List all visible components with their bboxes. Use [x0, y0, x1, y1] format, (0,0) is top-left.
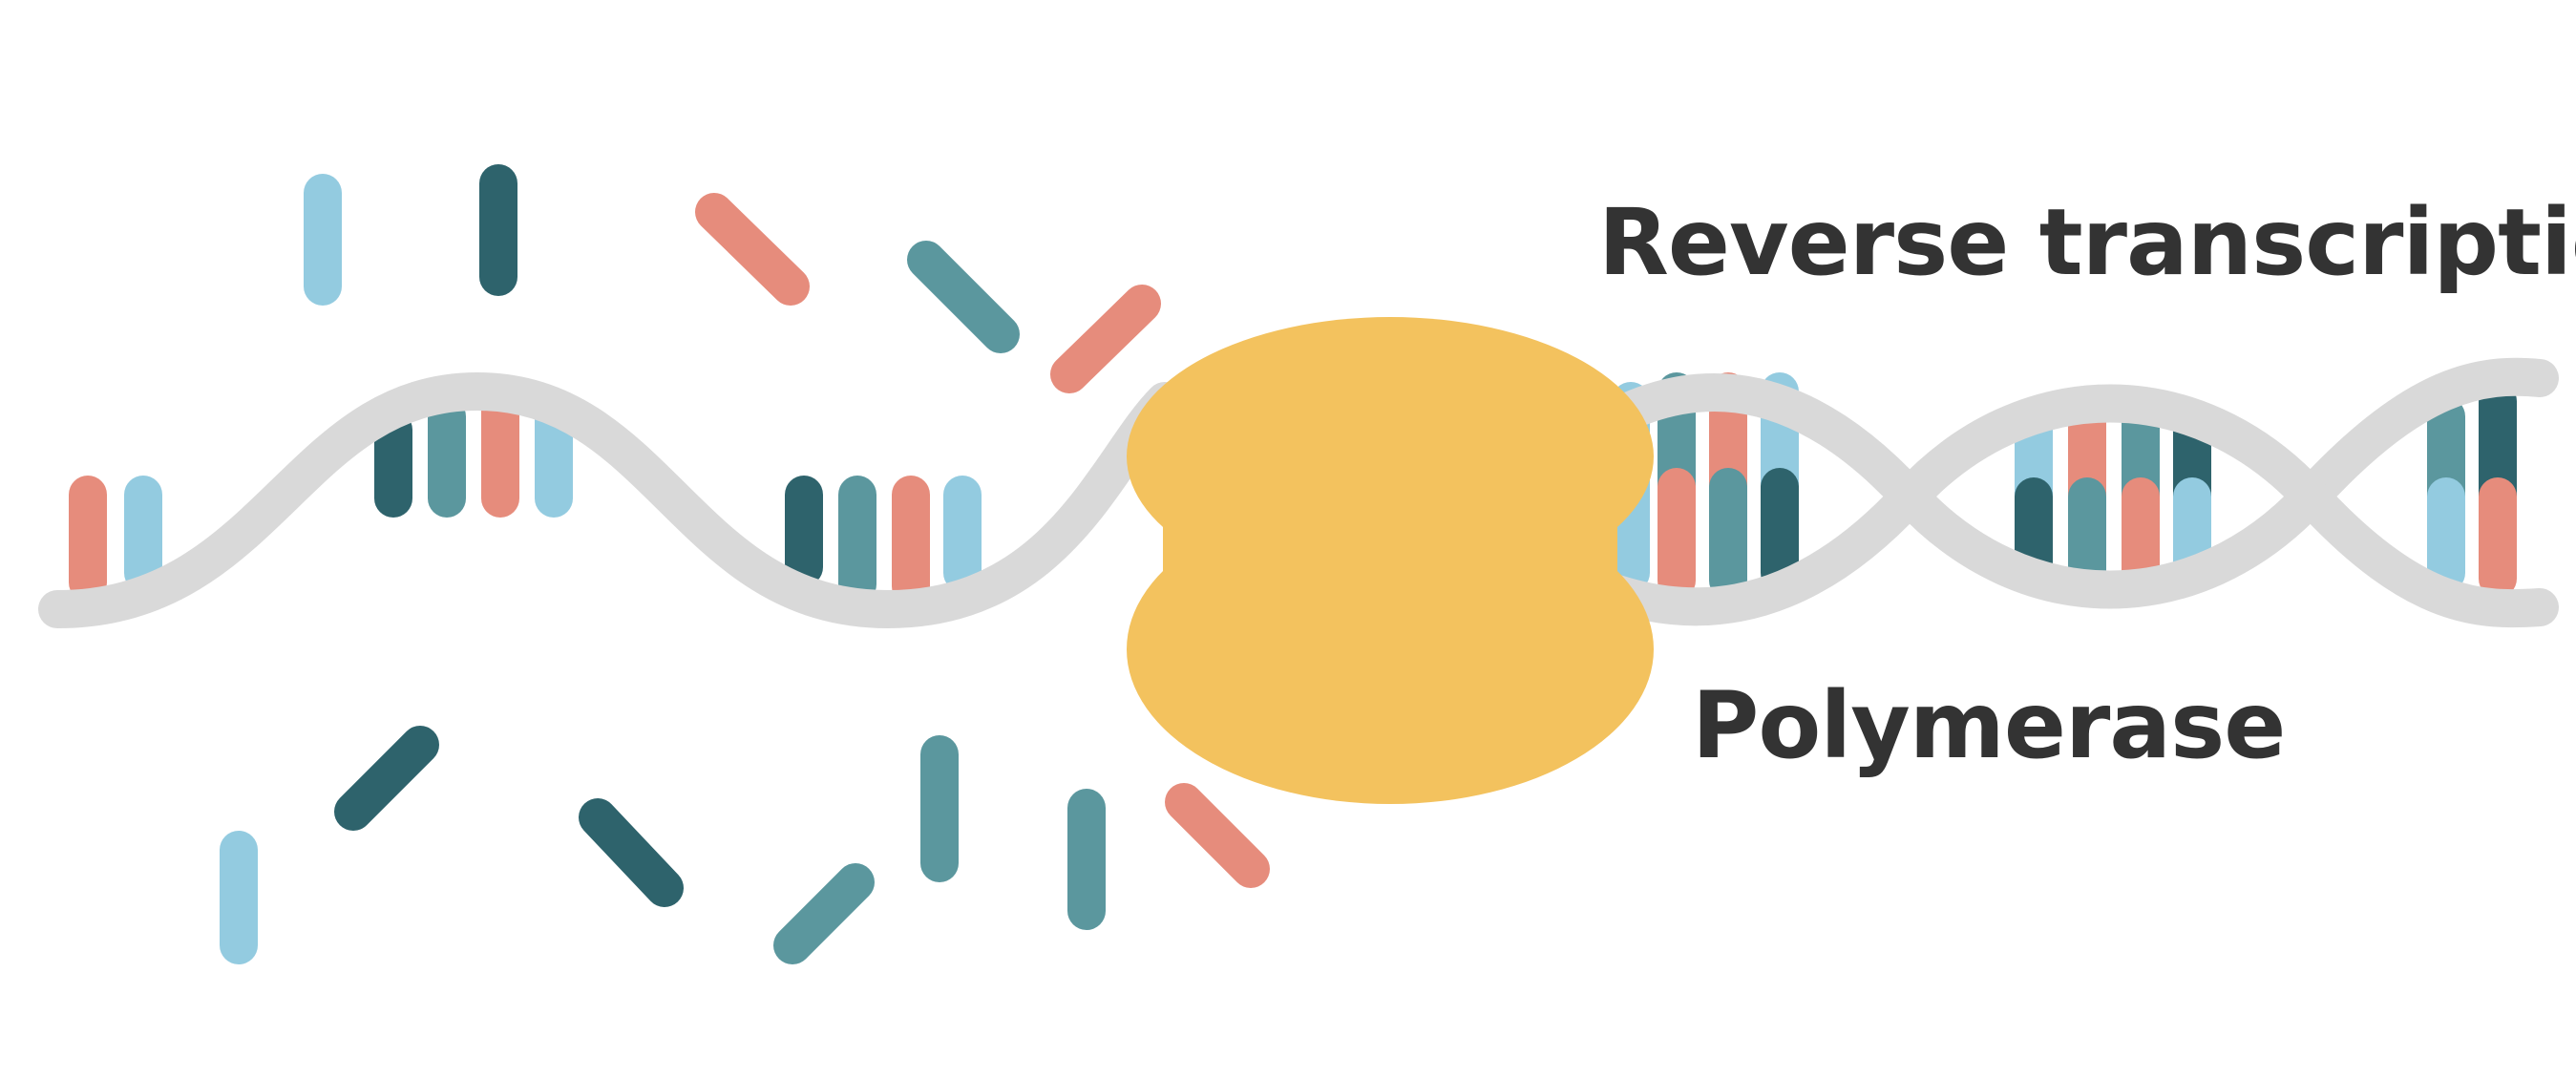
free-nucleotide-salmon [1050, 285, 1161, 393]
polymerase-waist [1163, 497, 1617, 611]
polymerase-blob [1127, 317, 1654, 804]
free-nucleotide-dark-teal [579, 798, 684, 907]
helix-strand-top [1547, 357, 2559, 609]
process-label: Reverse transcription [1598, 189, 2576, 296]
single-strand-backbone [38, 371, 1184, 629]
free-nucleotide-salmon [695, 193, 810, 306]
free-nucleotide-dark-teal [334, 726, 439, 831]
left-strand-bases [69, 391, 982, 605]
free-nucleotide-teal [907, 241, 1020, 353]
free-nucleotide-salmon [1165, 783, 1270, 888]
double-helix-backbone [1547, 357, 2559, 628]
free-nucleotide-teal [773, 863, 875, 964]
enzyme-label: Polymerase [1692, 672, 2286, 779]
free-nucleotides [220, 164, 1270, 964]
helix-strand-bottom [1547, 384, 2559, 628]
